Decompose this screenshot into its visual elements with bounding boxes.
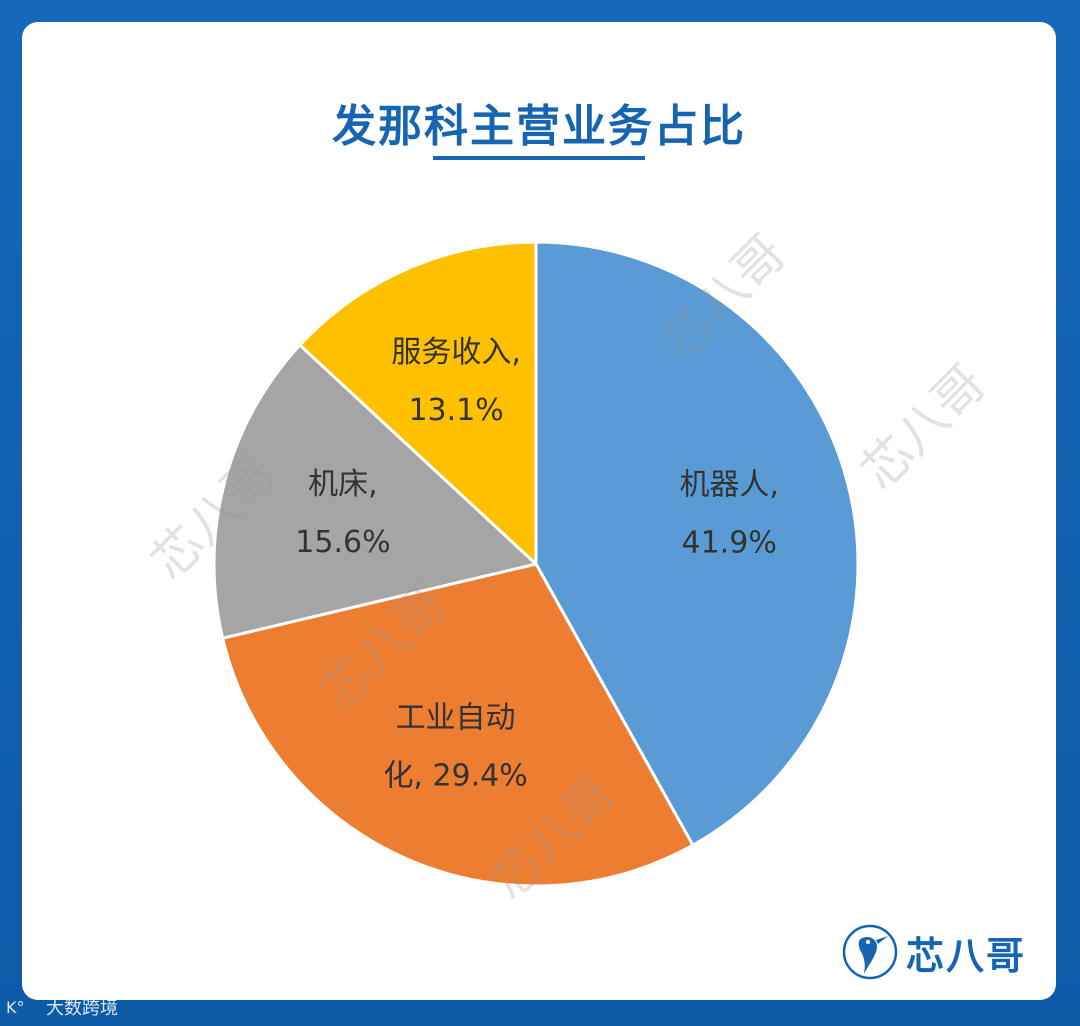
kingfisher-logo-icon bbox=[842, 924, 898, 980]
pie-slice bbox=[298, 240, 538, 566]
brand-logo: 芯八哥 bbox=[842, 924, 1026, 980]
pie-slice-label-line: 13.1% bbox=[408, 393, 503, 428]
pie-slice-label: 机器人, 41.9% bbox=[679, 468, 779, 561]
pie-slice bbox=[221, 562, 695, 888]
pie-slice bbox=[534, 240, 860, 847]
pie-chart: 机器人, 41.9% 工业自动化, 29.4% 机床, 15.6% 服务收入, 13.1% bbox=[212, 240, 860, 888]
pie-slice bbox=[212, 343, 538, 640]
source-tag-text: 大数跨境 bbox=[46, 998, 118, 1019]
pie-slice-label: 服务收入, 13.1% bbox=[391, 335, 521, 428]
chart-card: 发那科主营业务占比 机器人, 41.9% 工业自动化, 29.4% 机床, 15.6% 服… bbox=[22, 22, 1056, 1000]
pie-slice-label-line: 化, 29.4% bbox=[383, 759, 527, 794]
pie-slice-label-line: 工业自动 bbox=[396, 701, 516, 736]
pie-slice-label-line: 服务收入, bbox=[391, 335, 521, 370]
svg-text:K°: K° bbox=[6, 998, 25, 1017]
pie-slice-label: 机床, 15.6% bbox=[295, 467, 390, 560]
source-tag: K° 大数跨境 bbox=[6, 994, 118, 1020]
pie-slice-label-line: 15.6% bbox=[295, 525, 390, 560]
chart-title: 发那科主营业务占比 bbox=[332, 101, 746, 152]
logo-text: 芯八哥 bbox=[905, 933, 1026, 978]
pie-slice-label: 工业自动化, 29.4% bbox=[383, 701, 527, 794]
title-underline bbox=[433, 156, 645, 160]
pie-slice-label-line: 41.9% bbox=[682, 526, 777, 561]
pie-slice-label-line: 机器人, bbox=[679, 468, 779, 503]
pie-slice-label-line: 机床, bbox=[308, 467, 378, 502]
source-mark-icon: K° bbox=[6, 998, 25, 1017]
